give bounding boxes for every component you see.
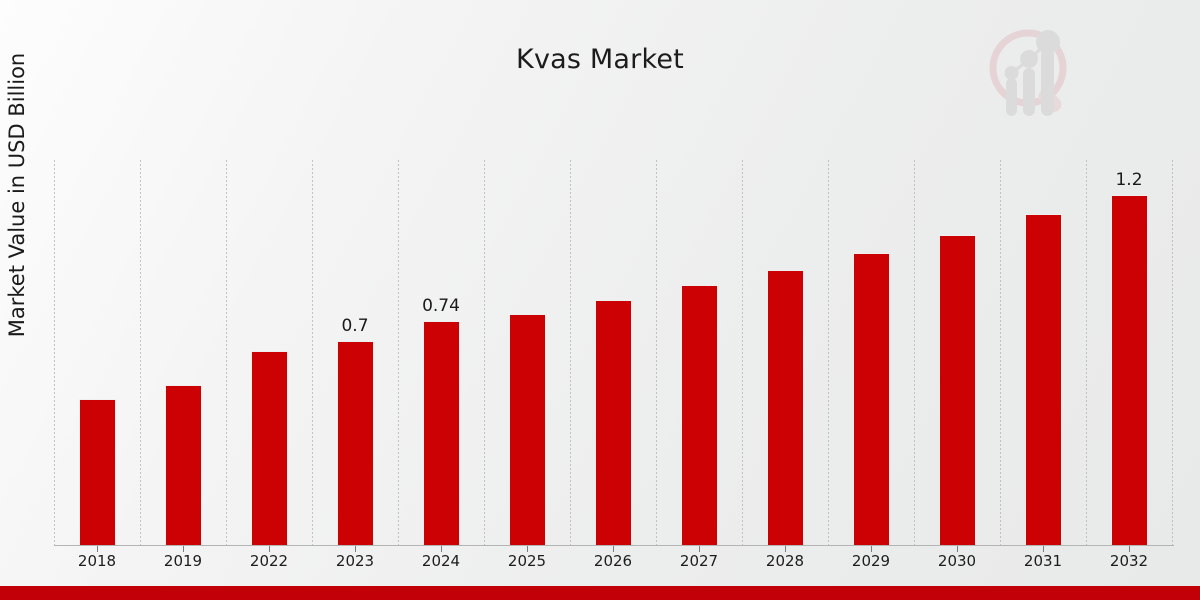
bar-2028 (767, 270, 804, 545)
x-tick-label-2031: 2031 (1023, 552, 1063, 570)
x-tick-label-2024: 2024 (421, 552, 461, 570)
x-tick-2026 (613, 546, 614, 552)
gridline (312, 160, 313, 546)
x-tick-2028 (785, 546, 786, 552)
x-tick-2032 (1129, 546, 1130, 552)
bar-2024 (423, 321, 460, 545)
gridline (656, 160, 657, 546)
x-tick-label-2023: 2023 (335, 552, 375, 570)
x-tick-label-2028: 2028 (765, 552, 805, 570)
x-tick-label-2030: 2030 (937, 552, 977, 570)
gridline (1172, 160, 1173, 546)
x-tick-2027 (699, 546, 700, 552)
bar-value-label-2023: 0.7 (341, 316, 369, 336)
bar-2019 (165, 385, 202, 545)
x-tick-2018 (97, 546, 98, 552)
bar-2025 (509, 314, 546, 545)
bar-value-label-2032: 1.2 (1115, 170, 1143, 190)
gridline (1086, 160, 1087, 546)
x-axis-line (54, 545, 1174, 546)
footer-accent-band (0, 586, 1200, 600)
gridline (140, 160, 141, 546)
x-tick-2025 (527, 546, 528, 552)
bar-2018 (79, 399, 116, 545)
x-tick-2030 (957, 546, 958, 552)
bar-2027 (681, 285, 718, 545)
x-tick-label-2029: 2029 (851, 552, 891, 570)
plot-area (54, 160, 1173, 546)
x-tick-2022 (269, 546, 270, 552)
x-tick-label-2018: 2018 (77, 552, 117, 570)
gridline (742, 160, 743, 546)
x-tick-label-2025: 2025 (507, 552, 547, 570)
x-tick-label-2026: 2026 (593, 552, 633, 570)
x-tick-label-2022: 2022 (249, 552, 289, 570)
gridline (828, 160, 829, 546)
gridline (914, 160, 915, 546)
bar-2032 (1111, 195, 1148, 545)
bar-value-label-2024: 0.74 (422, 296, 460, 316)
x-tick-2019 (183, 546, 184, 552)
gridline (570, 160, 571, 546)
market-research-logo-icon (984, 26, 1076, 120)
x-tick-label-2027: 2027 (679, 552, 719, 570)
x-tick-2029 (871, 546, 872, 552)
bar-2026 (595, 300, 632, 545)
gridline (398, 160, 399, 546)
bar-2023 (337, 341, 374, 545)
bar-2022 (251, 351, 288, 545)
x-tick-label-2032: 2032 (1109, 552, 1149, 570)
x-tick-label-2019: 2019 (163, 552, 203, 570)
bar-2029 (853, 253, 890, 545)
gridline (1000, 160, 1001, 546)
gridline (226, 160, 227, 546)
bar-2030 (939, 235, 976, 545)
x-tick-2031 (1043, 546, 1044, 552)
page-title: Kvas Market (516, 44, 684, 75)
bar-2031 (1025, 214, 1062, 545)
x-tick-2023 (355, 546, 356, 552)
x-tick-2024 (441, 546, 442, 552)
gridline (484, 160, 485, 546)
y-axis-title: Market Value in USD Billion (5, 52, 29, 338)
gridline (54, 160, 55, 546)
